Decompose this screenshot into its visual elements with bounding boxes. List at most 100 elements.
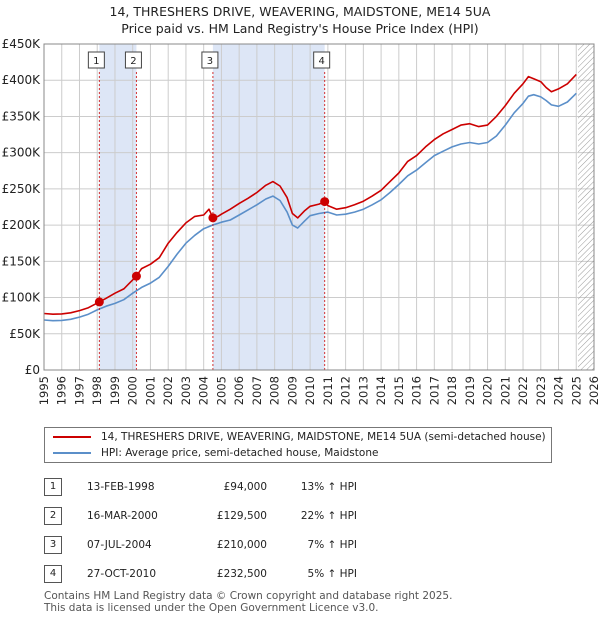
cell-price: £210,000 bbox=[187, 530, 267, 559]
shaded-period-2 bbox=[212, 44, 325, 370]
y-tick-label: £300K bbox=[2, 146, 42, 160]
cell-num: 3 bbox=[44, 530, 87, 559]
transaction-hpi: 22% ↑ HPI bbox=[300, 509, 357, 522]
x-tick-label: 2005 bbox=[214, 376, 228, 405]
transaction-hpi: 13% ↑ HPI bbox=[300, 480, 357, 493]
legend-item-hpi: HPI: Average price, semi-detached house,… bbox=[53, 446, 378, 460]
x-tick-label: 2021 bbox=[498, 376, 512, 405]
x-tick-label: 1997 bbox=[72, 376, 86, 405]
x-tick-label: 1996 bbox=[55, 376, 69, 405]
cell-hpi: 7% ↑ HPI bbox=[267, 530, 357, 559]
transaction-price: £210,000 bbox=[216, 538, 267, 551]
legend-item-property: 14, THRESHERS DRIVE, WEAVERING, MAIDSTON… bbox=[53, 430, 546, 444]
sale-point-1 bbox=[94, 297, 104, 307]
cell-num: 4 bbox=[44, 559, 87, 588]
transaction-price: £94,000 bbox=[223, 480, 267, 493]
y-tick-label: £100K bbox=[2, 291, 42, 305]
x-tick-label: 1999 bbox=[108, 376, 122, 405]
x-tick-label: 2006 bbox=[232, 376, 246, 405]
price-chart: 1 2 3 4 £0 £50K £100K £150K £200K £250K £300K £350… bbox=[2, 37, 600, 405]
transaction-number-badge: 1 bbox=[44, 477, 62, 496]
y-tick-label: £200K bbox=[2, 218, 42, 232]
sale-badge-4 bbox=[313, 51, 331, 69]
sale-point-2 bbox=[131, 271, 141, 281]
legend-swatch-property bbox=[53, 436, 91, 438]
x-tick-label: 2007 bbox=[250, 376, 264, 405]
x-tick-label: 2023 bbox=[534, 376, 548, 405]
y-tick-label: £150K bbox=[2, 254, 42, 268]
x-tick-label: 2018 bbox=[445, 376, 459, 405]
sale-point-4 bbox=[320, 197, 330, 207]
x-tick-label: 2001 bbox=[143, 376, 157, 405]
x-tick-label: 2025 bbox=[569, 376, 583, 405]
transaction-number-badge: 3 bbox=[44, 535, 62, 554]
x-tick-label: 2016 bbox=[410, 376, 424, 405]
cell-date: 27-OCT-2010 bbox=[87, 559, 187, 588]
transaction-number-badge: 2 bbox=[44, 506, 62, 525]
table-row: 2 16-MAR-2000 £129,500 22% ↑ HPI bbox=[44, 501, 357, 530]
transaction-price: £129,500 bbox=[216, 509, 267, 522]
cell-hpi: 5% ↑ HPI bbox=[267, 559, 357, 588]
table-row: 4 27-OCT-2010 £232,500 5% ↑ HPI bbox=[44, 559, 357, 588]
table-row: 3 07-JUL-2004 £210,000 7% ↑ HPI bbox=[44, 530, 357, 559]
transaction-price: £232,500 bbox=[216, 567, 267, 580]
x-tick-label: 2024 bbox=[552, 376, 566, 405]
footer-copyright: Contains HM Land Registry data © Crown c… bbox=[44, 590, 453, 602]
property-price-line bbox=[43, 73, 577, 316]
x-tick-label: 2004 bbox=[197, 376, 211, 405]
sale-badge-label-2: 2 bbox=[130, 56, 136, 67]
transaction-hpi: 5% ↑ HPI bbox=[307, 567, 357, 580]
x-tick-label: 2008 bbox=[268, 376, 282, 405]
x-tick-label: 2019 bbox=[463, 376, 477, 405]
x-tick-label: 2017 bbox=[427, 376, 441, 405]
cell-price: £129,500 bbox=[187, 501, 267, 530]
y-tick-label: £450K bbox=[2, 37, 42, 51]
cell-price: £232,500 bbox=[187, 559, 267, 588]
sale-point-3 bbox=[208, 213, 218, 223]
transaction-date: 16-MAR-2000 bbox=[87, 509, 158, 522]
transaction-date: 13-FEB-1998 bbox=[87, 480, 155, 493]
shaded-period-1 bbox=[99, 44, 137, 370]
legend-label-property: 14, THRESHERS DRIVE, WEAVERING, MAIDSTON… bbox=[101, 431, 546, 443]
x-tick-label: 2026 bbox=[587, 376, 600, 405]
x-tick-label: 2013 bbox=[356, 376, 370, 405]
sale-badge-label-3: 3 bbox=[207, 56, 213, 67]
sale-badge-3 bbox=[201, 51, 219, 69]
cell-date: 07-JUL-2004 bbox=[87, 530, 187, 559]
x-tick-label: 2012 bbox=[339, 376, 353, 405]
transaction-date: 27-OCT-2010 bbox=[87, 567, 156, 580]
hpi-line bbox=[43, 92, 577, 322]
cell-num: 1 bbox=[44, 472, 87, 501]
transaction-number-badge: 4 bbox=[44, 564, 62, 583]
cell-date: 13-FEB-1998 bbox=[87, 472, 187, 501]
footer-licence: This data is licensed under the Open Gov… bbox=[44, 602, 379, 614]
sale-badge-label-1: 1 bbox=[93, 56, 99, 67]
plot-frame bbox=[43, 43, 595, 371]
x-tick-label: 2011 bbox=[321, 376, 335, 405]
transaction-hpi: 7% ↑ HPI bbox=[307, 538, 357, 551]
cell-price: £94,000 bbox=[187, 472, 267, 501]
x-tick-label: 1995 bbox=[37, 376, 51, 405]
y-tick-label: £400K bbox=[2, 73, 42, 87]
legend-label-hpi: HPI: Average price, semi-detached house,… bbox=[101, 447, 379, 459]
x-tick-label: 2003 bbox=[179, 376, 193, 405]
x-tick-label: 2010 bbox=[303, 376, 317, 405]
chart-legend: 14, THRESHERS DRIVE, WEAVERING, MAIDSTON… bbox=[44, 427, 552, 463]
y-tick-label: £350K bbox=[2, 109, 42, 123]
table-row: 1 13-FEB-1998 £94,000 13% ↑ HPI bbox=[44, 472, 357, 501]
cell-hpi: 22% ↑ HPI bbox=[267, 501, 357, 530]
chart-title-line1: 14, THRESHERS DRIVE, WEAVERING, MAIDSTON… bbox=[109, 4, 491, 19]
chart-title-line2: Price paid vs. HM Land Registry's House … bbox=[121, 21, 479, 36]
cell-num: 2 bbox=[44, 501, 87, 530]
y-tick-label: £50K bbox=[9, 327, 41, 341]
x-tick-label: 2000 bbox=[126, 376, 140, 405]
sale-badge-1 bbox=[87, 51, 105, 69]
forecast-hatch bbox=[578, 44, 594, 370]
x-tick-label: 2022 bbox=[516, 376, 530, 405]
y-tick-label: £0 bbox=[25, 363, 40, 377]
y-tick-label: £250K bbox=[2, 182, 42, 196]
legend-swatch-hpi bbox=[53, 452, 91, 454]
sale-badge-2 bbox=[124, 51, 142, 69]
cell-hpi: 13% ↑ HPI bbox=[267, 472, 357, 501]
transaction-date: 07-JUL-2004 bbox=[87, 538, 152, 551]
